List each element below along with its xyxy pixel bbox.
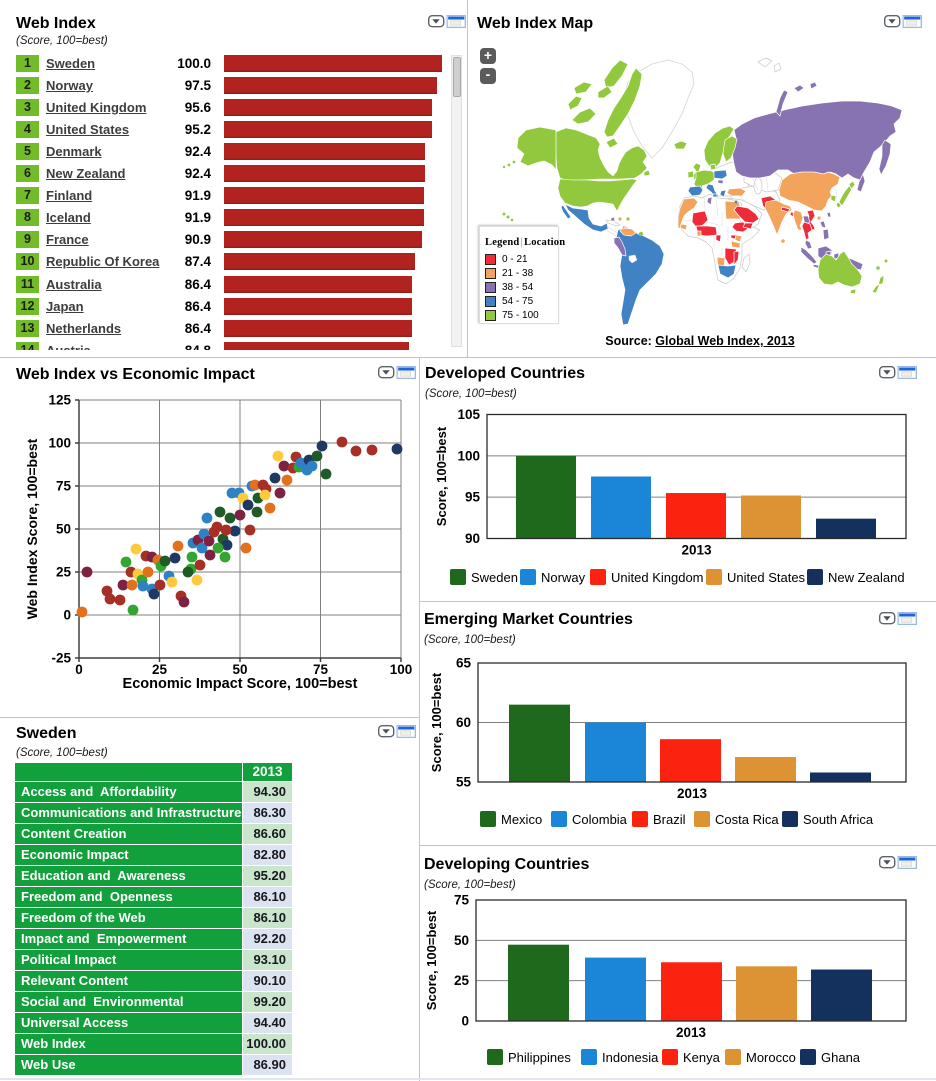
svg-text:2013: 2013 (676, 1025, 707, 1040)
svg-text:2013: 2013 (677, 786, 708, 801)
svg-text:0: 0 (461, 1014, 469, 1029)
svg-text:100: 100 (390, 662, 413, 677)
svg-text:75: 75 (56, 479, 72, 494)
svg-text:50: 50 (454, 933, 469, 948)
svg-text:65: 65 (456, 656, 472, 671)
svg-text:Score, 100=best: Score, 100=best (429, 672, 444, 772)
svg-text:25: 25 (56, 565, 72, 580)
svg-text:Web Index Score, 100=best: Web Index Score, 100=best (24, 438, 40, 619)
svg-text:2013: 2013 (681, 543, 712, 558)
svg-text:25: 25 (152, 662, 168, 677)
svg-text:0: 0 (63, 608, 71, 623)
svg-text:105: 105 (457, 407, 480, 422)
svg-text:50: 50 (232, 662, 247, 677)
svg-text:95: 95 (465, 490, 481, 505)
svg-text:Score, 100=best: Score, 100=best (434, 426, 449, 526)
svg-text:90: 90 (465, 531, 480, 546)
svg-text:Economic Impact Score, 100=bes: Economic Impact Score, 100=best (123, 676, 358, 692)
svg-text:75: 75 (454, 893, 470, 908)
svg-text:Score, 100=best: Score, 100=best (424, 910, 439, 1010)
svg-text:100: 100 (457, 448, 480, 463)
svg-text:55: 55 (456, 775, 472, 790)
svg-text:0: 0 (75, 662, 83, 677)
svg-text:-25: -25 (51, 651, 71, 666)
svg-text:100: 100 (48, 436, 71, 451)
svg-text:50: 50 (56, 522, 71, 537)
svg-text:75: 75 (313, 662, 329, 677)
svg-text:125: 125 (48, 393, 71, 408)
svg-text:25: 25 (454, 973, 470, 988)
svg-text:60: 60 (456, 715, 471, 730)
